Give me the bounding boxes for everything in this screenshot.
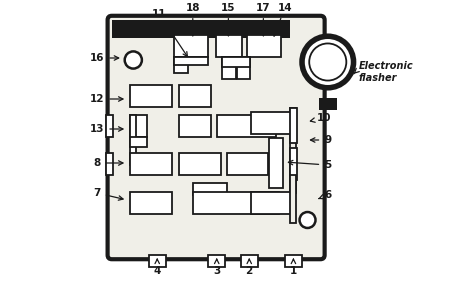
Bar [227,153,268,175]
Text: 14: 14 [273,3,292,36]
Bar [193,192,279,214]
Bar [285,255,302,267]
Text: 16: 16 [90,53,119,63]
Text: 6: 6 [319,190,332,200]
Text: 17: 17 [256,3,271,36]
Bar [319,98,337,110]
Bar [174,57,208,65]
Bar [218,115,276,137]
Bar [269,138,283,188]
Bar [216,35,242,57]
Bar [130,192,172,214]
Text: 13: 13 [90,124,123,134]
Bar [174,35,208,57]
Text: 11: 11 [152,9,187,56]
Text: 7: 7 [93,188,123,200]
Bar [174,57,188,73]
Text: 12: 12 [90,94,123,104]
Bar [112,20,290,38]
Bar [247,35,281,57]
Text: 5: 5 [289,160,332,170]
Bar [130,85,172,107]
Circle shape [125,51,142,69]
Bar [290,108,296,193]
Bar [208,255,225,267]
Bar [106,115,113,137]
Bar [193,183,227,195]
Text: 18: 18 [185,3,200,36]
Bar [251,112,291,134]
Bar [130,137,147,147]
Text: 1: 1 [290,259,297,276]
Bar [222,57,251,67]
Text: 15: 15 [221,3,235,36]
FancyBboxPatch shape [108,16,325,259]
Bar [237,57,251,79]
Bar [149,255,166,267]
Bar [290,148,297,180]
Text: 10: 10 [311,113,331,123]
Text: 4: 4 [153,259,161,276]
Circle shape [309,44,346,81]
Text: 8: 8 [93,158,123,168]
Bar [290,175,296,223]
Text: 3: 3 [213,259,220,276]
Text: Electronic
flasher: Electronic flasher [359,61,413,83]
Bar [251,192,293,214]
Bar [179,85,211,107]
Circle shape [300,212,316,228]
Bar [130,115,136,165]
Text: 9: 9 [311,135,331,145]
Bar [240,255,258,267]
Bar [222,57,236,79]
Bar [179,115,211,137]
Text: 2: 2 [245,259,253,276]
Bar [290,108,297,143]
Bar [106,153,113,175]
Circle shape [302,36,354,88]
Bar [130,115,147,137]
Bar [179,153,221,175]
Bar [130,153,172,175]
